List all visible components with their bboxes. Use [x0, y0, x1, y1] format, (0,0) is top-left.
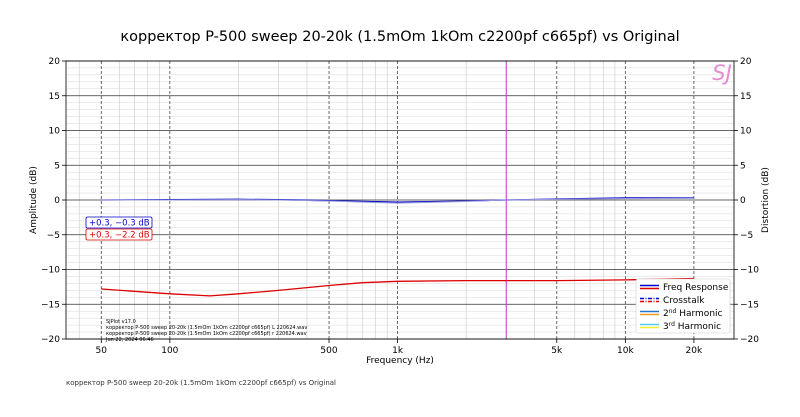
chart-title: корректор P-500 sweep 20-20k (1.5mOm 1kO…: [120, 29, 679, 45]
series-line-2: [101, 277, 694, 297]
annotation-box: [85, 228, 153, 241]
sj-watermark: SJ: [712, 61, 732, 85]
annotation-text: +0.3, −0.3 dB: [89, 219, 150, 229]
x-axis-label: Frequency (Hz): [366, 356, 434, 366]
series-lines: [101, 197, 694, 297]
legend-label: Freq Response: [663, 283, 729, 293]
x-tick-label: 20k: [686, 346, 703, 356]
info-line: корректор P-500 sweep 20-20k (1.5mOm 1kO…: [106, 325, 307, 331]
legend-label: 2nd Harmonic: [663, 308, 723, 319]
y2-tick-label: 20: [740, 57, 752, 67]
range-annotations: +0.3, −0.3 dB +0.3, −2.2 dB: [85, 216, 153, 241]
y2-tick-label: −15: [740, 300, 759, 310]
y-tick-label: 5: [54, 161, 60, 171]
y2-tick-label: −20: [740, 335, 759, 345]
legend-label: Crosstalk: [663, 296, 705, 306]
x-tick-label: 500: [320, 346, 337, 356]
x-tick-label: 5k: [551, 346, 563, 356]
y2-tick-label: 0: [740, 196, 746, 206]
y-tick-label: −10: [41, 266, 60, 276]
legend: Freq Response Crosstalk 2nd Harmonic 3rd Ha…: [635, 278, 731, 334]
annotation-text: +0.3, −2.2 dB: [89, 231, 150, 241]
y-tick-label: 15: [49, 92, 60, 102]
y-axis-label: Amplitude (dB): [29, 166, 39, 234]
footer-caption: корректор P-500 sweep 20-20k (1.5mOm 1kO…: [66, 379, 336, 387]
series-line-1: [101, 197, 694, 204]
y2-tick-label: −10: [740, 266, 759, 276]
x-tick-label: 100: [161, 346, 178, 356]
info-block: SJPlot v17.0 корректор P-500 sweep 20-20…: [105, 319, 307, 343]
legend-box: [635, 278, 731, 334]
y-tick-label: 0: [54, 196, 60, 206]
y-tick-label: −15: [41, 300, 60, 310]
y2-axis-label: Distortion (dB): [761, 167, 771, 233]
y2-tick-label: 15: [740, 92, 751, 102]
annotation-box: [85, 216, 153, 229]
info-line: SJPlot v17.0: [106, 319, 136, 325]
info-line: корректор P-500 sweep 20-20k (1.5mOm 1kO…: [106, 331, 307, 337]
y2-tick-label: 5: [740, 161, 746, 171]
x-tick-label: 50: [96, 346, 108, 356]
y-tick-label: 10: [49, 127, 61, 137]
y-tick-label: −20: [41, 335, 60, 345]
x-tick-label: 1k: [392, 346, 404, 356]
x-tick-label: 10k: [617, 346, 634, 356]
info-line: Jun 22, 2024 06:46: [105, 337, 154, 343]
y-tick-label: −5: [47, 231, 60, 241]
y2-tick-label: 10: [740, 127, 752, 137]
y2-tick-label: −5: [740, 231, 753, 241]
legend-label: 3rd Harmonic: [663, 321, 721, 332]
y-tick-label: 20: [49, 57, 61, 67]
